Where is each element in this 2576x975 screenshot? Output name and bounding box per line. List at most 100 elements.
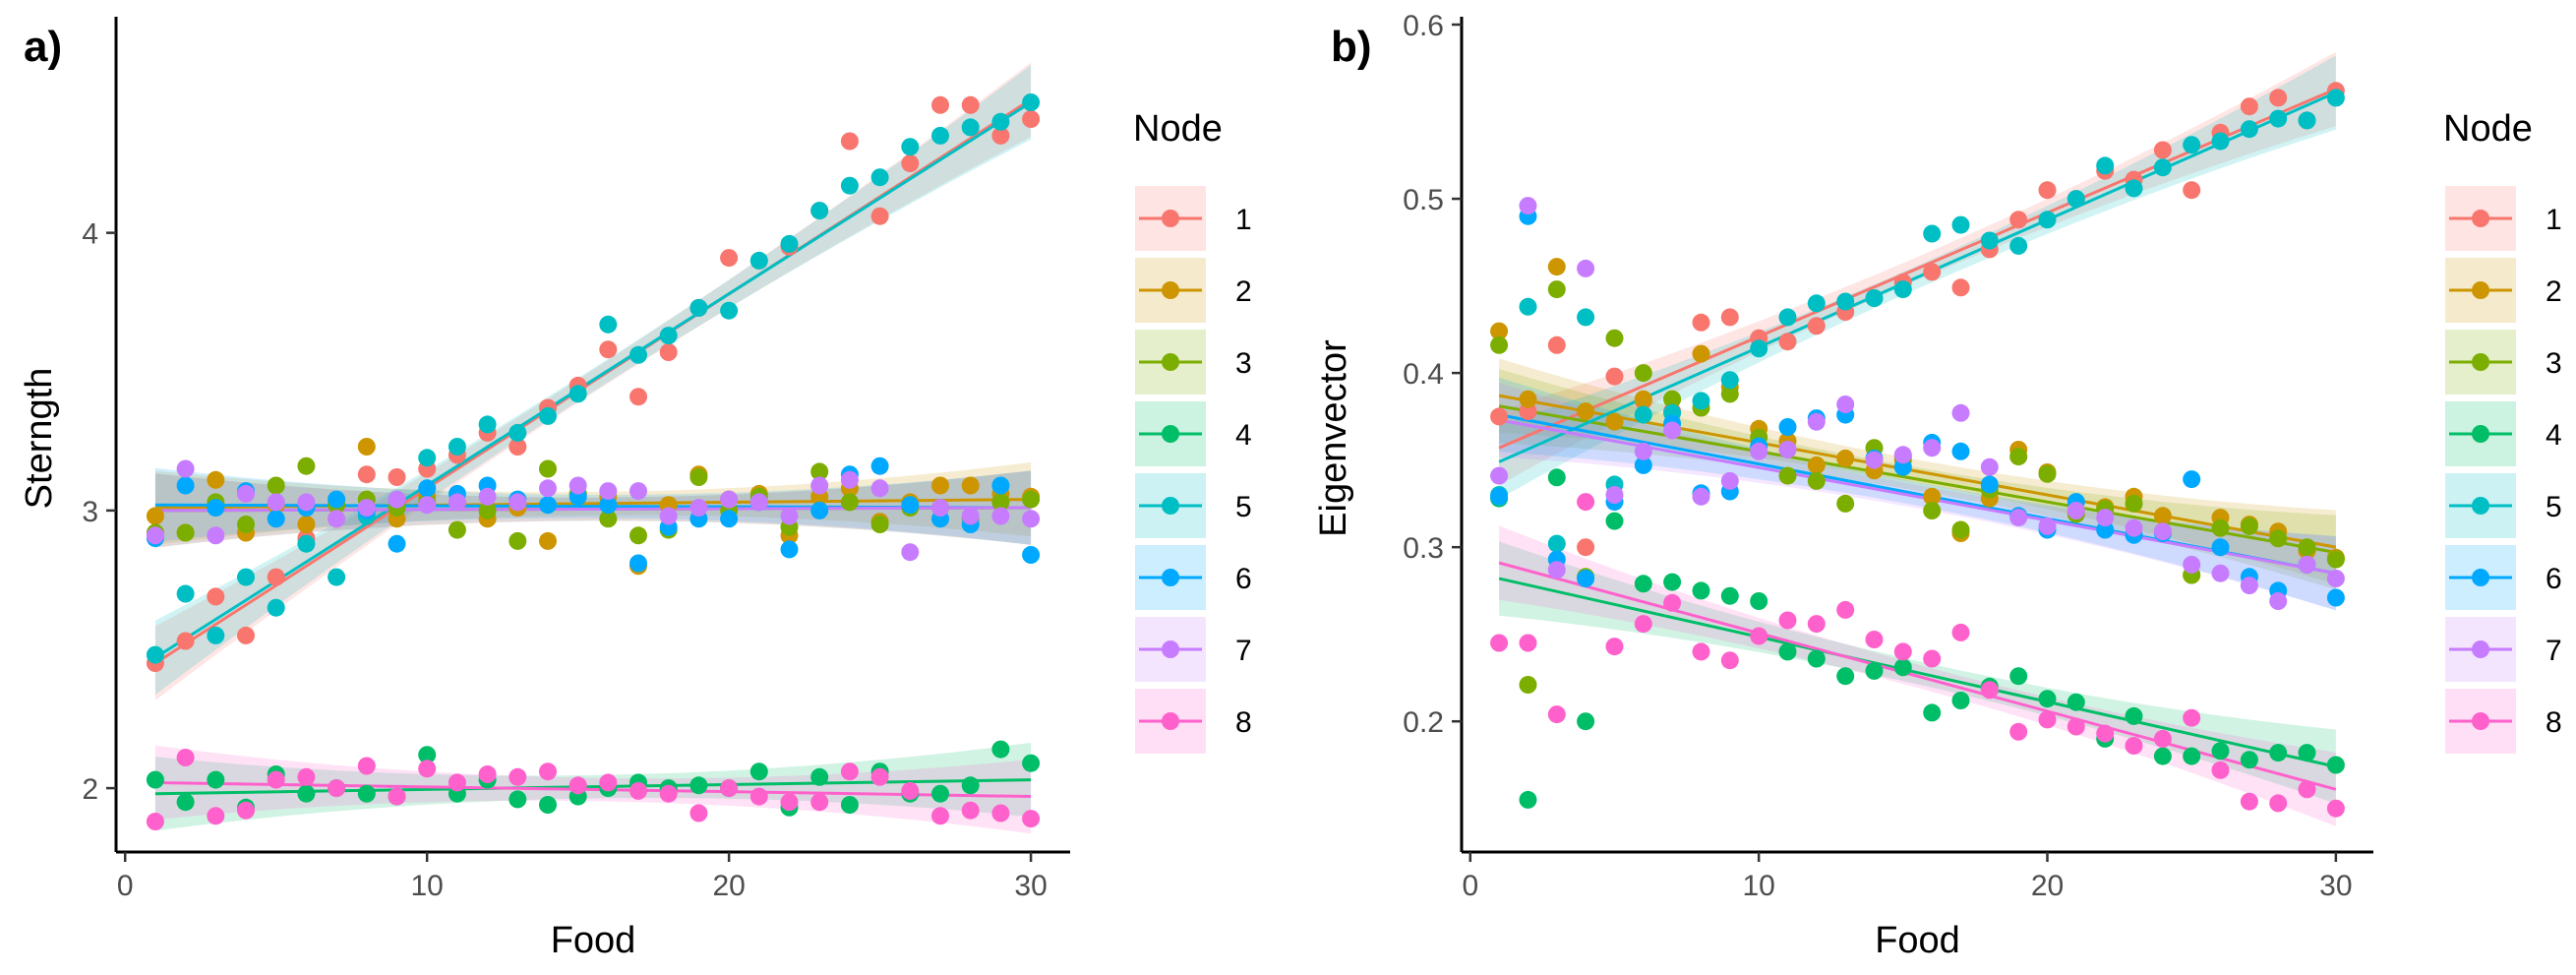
data-point: [237, 484, 255, 503]
legend-item-node-8: 8: [2445, 689, 2562, 754]
data-point: [1778, 441, 1797, 458]
data-point: [1663, 593, 1682, 612]
legend-item-node-1: 1: [2445, 186, 2562, 251]
data-point: [146, 507, 164, 525]
y-tick-label: 3: [82, 496, 98, 528]
legend-key-point: [1162, 712, 1179, 730]
data-point: [1519, 676, 1537, 694]
data-point: [539, 406, 557, 425]
data-point: [2183, 470, 2201, 489]
x-axis-title: Food: [551, 920, 636, 961]
data-point: [1980, 475, 1999, 494]
data-point: [509, 790, 527, 809]
data-point: [1577, 259, 1595, 277]
data-point: [418, 449, 437, 467]
legend-key-point: [2472, 640, 2489, 658]
panel-label: b): [1331, 23, 1372, 71]
legend-item-node-6: 6: [1135, 545, 1252, 610]
data-point: [901, 154, 920, 173]
data-point: [1519, 390, 1537, 408]
data-point: [1547, 468, 1566, 487]
data-point: [749, 787, 768, 806]
data-point: [146, 526, 164, 545]
data-point: [2096, 156, 2115, 175]
data-point: [1519, 297, 1537, 316]
data-point: [357, 757, 376, 775]
data-point: [1980, 231, 1999, 250]
data-point: [931, 476, 949, 495]
data-point: [991, 740, 1010, 759]
data-point: [1836, 667, 1855, 686]
data-point: [1519, 197, 1537, 215]
data-point: [1605, 367, 1624, 386]
data-point: [2211, 761, 2230, 779]
legend-key-point: [2472, 425, 2489, 443]
data-point: [1865, 289, 1884, 307]
data-point: [2326, 89, 2345, 107]
data-point: [599, 482, 618, 501]
legend-label: 7: [2546, 635, 2562, 667]
data-point: [749, 251, 768, 270]
data-point: [1750, 592, 1768, 610]
data-point: [1865, 451, 1884, 469]
legend-item-node-3: 3: [2445, 330, 2562, 395]
data-point: [991, 126, 1010, 145]
data-point: [870, 457, 889, 475]
data-point: [1865, 661, 1884, 680]
data-point: [1547, 705, 1566, 724]
data-point: [1720, 586, 1739, 605]
data-point: [1893, 658, 1912, 677]
data-point: [1490, 335, 1509, 354]
data-point: [931, 784, 949, 803]
data-point: [659, 507, 678, 525]
legend-label: 1: [2546, 204, 2562, 236]
data-point: [991, 804, 1010, 823]
data-point: [1778, 308, 1797, 327]
data-points: [1490, 82, 2345, 818]
legend-label: 8: [1235, 706, 1252, 739]
data-point: [2211, 538, 2230, 557]
data-point: [1605, 638, 1624, 656]
data-point: [2240, 97, 2258, 116]
y-tick-label: 0.3: [1403, 532, 1444, 565]
y-tick-label: 0.5: [1403, 184, 1444, 216]
data-point: [1490, 322, 1509, 340]
data-point: [1634, 364, 1652, 383]
data-point: [1923, 263, 1942, 281]
x-tick-label: 20: [2031, 870, 2064, 902]
series-node-4: [1490, 468, 2345, 809]
data-point: [1634, 615, 1652, 634]
legend-title: Node: [2443, 108, 2533, 150]
legend-key-point: [1162, 281, 1179, 299]
legend-label: 7: [1235, 635, 1252, 667]
legend-key-point: [2472, 569, 2489, 586]
data-point: [267, 510, 285, 528]
data-point: [991, 507, 1010, 525]
data-point: [689, 804, 708, 823]
data-point: [840, 762, 859, 781]
series-node-8: [146, 749, 1041, 830]
data-point: [2096, 724, 2115, 743]
x-tick-label: 20: [712, 870, 745, 902]
data-point: [689, 499, 708, 518]
data-point: [840, 493, 859, 512]
data-point: [599, 340, 618, 359]
data-point: [2326, 799, 2345, 818]
data-point: [1951, 520, 1970, 539]
data-point: [840, 470, 859, 489]
data-point: [1807, 294, 1826, 313]
legend-key-point: [1162, 425, 1179, 443]
legend: Node 1 2 3 4 5 6 7 8: [1133, 108, 1252, 754]
legend-label: 8: [2546, 706, 2562, 739]
data-point: [599, 773, 618, 792]
legend-key-point: [2472, 281, 2489, 299]
data-point: [1577, 308, 1595, 327]
fit-line-node-8: [1498, 561, 2337, 791]
legend-key-point: [2472, 712, 2489, 730]
data-point: [1951, 692, 1970, 709]
data-point: [1923, 224, 1942, 243]
data-point: [720, 301, 739, 320]
data-point: [780, 507, 799, 525]
legend-item-node-7: 7: [1135, 617, 1252, 682]
data-point: [297, 457, 316, 475]
